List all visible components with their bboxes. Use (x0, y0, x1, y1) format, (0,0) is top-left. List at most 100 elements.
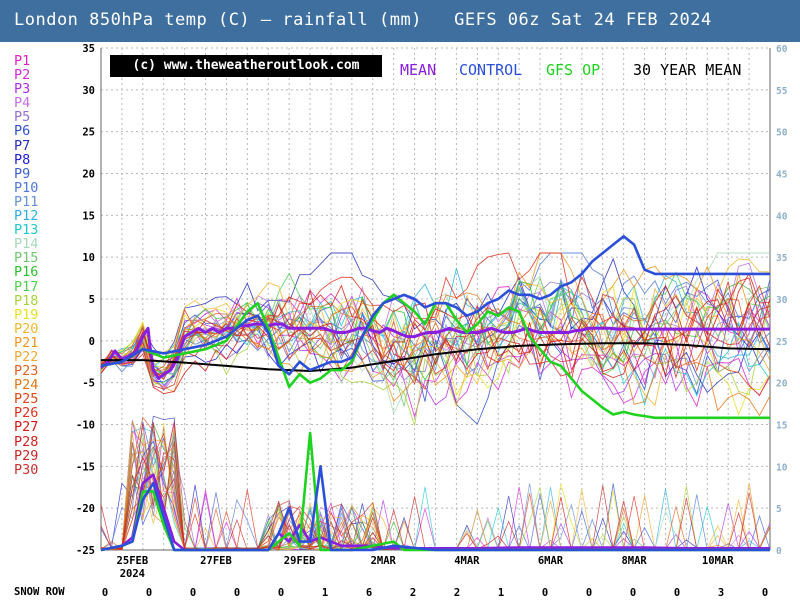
x-tick-label: 2MAR (371, 555, 397, 567)
legend-member-p17: P17 (14, 278, 39, 295)
snow-row-value: 0 (234, 587, 240, 599)
legend-member-p16: P16 (14, 264, 39, 281)
y-tick-label-right: 0 (776, 546, 782, 557)
y-tick-label-left: -10 (76, 420, 95, 432)
snow-row-value: 2 (410, 587, 416, 599)
legend-member-p29: P29 (14, 447, 39, 464)
x-tick-sublabel: 2024 (120, 568, 145, 580)
y-tick-label-right: 45 (776, 170, 788, 181)
y-tick-label-left: -15 (76, 461, 95, 473)
snow-row-label: SNOW ROW (14, 586, 65, 598)
legend-member-p27: P27 (14, 419, 39, 436)
y-tick-label-right: 55 (776, 86, 788, 97)
y-tick-label-right: 5 (776, 504, 782, 515)
member-temp-line-p15 (100, 277, 771, 407)
y-tick-label-left: -25 (76, 545, 95, 557)
legend-member-p22: P22 (14, 348, 39, 365)
snow-row-value: 0 (278, 587, 284, 599)
member-temp-line-p19 (100, 285, 771, 416)
y-tick-label-left: 15 (82, 210, 95, 222)
member-temp-line-p9 (100, 269, 771, 377)
series-temp-gfs-op (100, 293, 770, 420)
y-tick-label-left: -20 (76, 503, 95, 515)
legend-member-p23: P23 (14, 363, 39, 380)
y-tick-label-right: 15 (776, 421, 788, 432)
member-temp-line-p7 (100, 252, 771, 394)
member-temp-line-p6 (100, 288, 771, 425)
legend-member-p28: P28 (14, 433, 39, 450)
y-tick-label-left: 20 (82, 169, 95, 181)
key-control: CONTROL (459, 61, 523, 79)
legend-member-p9: P9 (14, 165, 31, 182)
legend-member-p24: P24 (14, 377, 39, 394)
x-tick-label: 27FEB (200, 555, 232, 567)
snow-row-value: 1 (322, 587, 328, 599)
legend-member-p1: P1 (14, 53, 31, 69)
y-tick-label-left: 35 (82, 43, 95, 55)
member-legend: P1 P2 P3 P4 P5 P6 P7 P8 P9 P10 P11 P12 P13 P14 P15 P16 P… (14, 54, 38, 477)
x-tick-label: 29FEB (284, 555, 316, 567)
copyright-badge: (c) www.theweatheroutlook.com (110, 55, 382, 77)
x-tick-label: 25FEB (117, 555, 149, 567)
legend-member-p18: P18 (14, 292, 39, 309)
legend-member-p30: P30 (14, 461, 39, 478)
snow-row-value: 0 (146, 587, 152, 599)
y-tick-label-right: 30 (776, 295, 788, 306)
series-temp-control (100, 235, 770, 376)
legend-member-p25: P25 (14, 391, 39, 408)
y-tick-label-left: 10 (82, 252, 95, 264)
series-rain-control (100, 464, 770, 552)
legend-member-p5: P5 (14, 109, 31, 126)
snow-row-value: 2 (454, 587, 460, 599)
member-temp-line-p26 (100, 252, 771, 377)
y-tick-label-right: 20 (776, 379, 788, 390)
legend-member-p2: P2 (14, 67, 31, 84)
legend-member-p7: P7 (14, 137, 31, 154)
series-temp-mean (100, 322, 770, 380)
x-tick-label: 8MAR (621, 555, 647, 567)
y-tick-label-right: 40 (776, 211, 788, 222)
legend-member-p19: P19 (14, 306, 39, 323)
y-tick-label-left: 0 (89, 336, 95, 348)
member-temp-line-p28 (100, 272, 771, 380)
legend-member-p11: P11 (14, 193, 39, 210)
key-30-year-mean: 30 YEAR MEAN (633, 61, 742, 79)
snow-row-value: 0 (630, 587, 636, 599)
legend-member-p21: P21 (14, 334, 39, 351)
legend-member-p13: P13 (14, 222, 39, 239)
header-bar: London 850hPa temp (C) — rainfall (mm) G… (0, 0, 800, 42)
legend-member-p8: P8 (14, 151, 31, 168)
member-temp-line-p12 (100, 268, 771, 379)
series-temp-30-year-mean (101, 342, 771, 372)
x-tick-label: 10MAR (702, 555, 734, 567)
member-temp-line-p2 (100, 288, 771, 419)
y-tick-label-right: 10 (776, 462, 788, 473)
key-mean: MEAN (400, 61, 437, 79)
legend-member-p4: P4 (14, 95, 31, 112)
snow-row-value: 3 (718, 587, 724, 599)
page-title: London 850hPa temp (C) — rainfall (mm) G… (14, 10, 712, 30)
x-tick-label: 4MAR (454, 555, 480, 567)
legend-member-p20: P20 (14, 320, 39, 337)
x-tick-label: 6MAR (538, 555, 564, 567)
legend-member-p6: P6 (14, 123, 31, 140)
y-tick-label-left: 5 (89, 294, 95, 306)
key-gfs-op: GFS OP (546, 61, 601, 79)
snow-row-value: 0 (586, 587, 592, 599)
y-tick-label-left: 25 (82, 127, 95, 139)
snow-row-value: 0 (190, 587, 196, 599)
snow-row-value: 0 (102, 587, 108, 599)
snow-row-value: 0 (762, 587, 768, 599)
y-tick-label-right: 60 (776, 44, 788, 55)
legend-member-p3: P3 (14, 81, 31, 98)
y-tick-label-right: 25 (776, 337, 788, 348)
legend-member-p15: P15 (14, 250, 39, 267)
legend-member-p10: P10 (14, 179, 39, 196)
y-tick-label-left: 30 (82, 85, 95, 97)
snow-row-value: 1 (498, 587, 504, 599)
legend-member-p26: P26 (14, 405, 39, 422)
member-temp-line-p27 (100, 284, 771, 395)
legend-member-p14: P14 (14, 236, 39, 253)
member-temp-line-p23 (100, 298, 771, 371)
